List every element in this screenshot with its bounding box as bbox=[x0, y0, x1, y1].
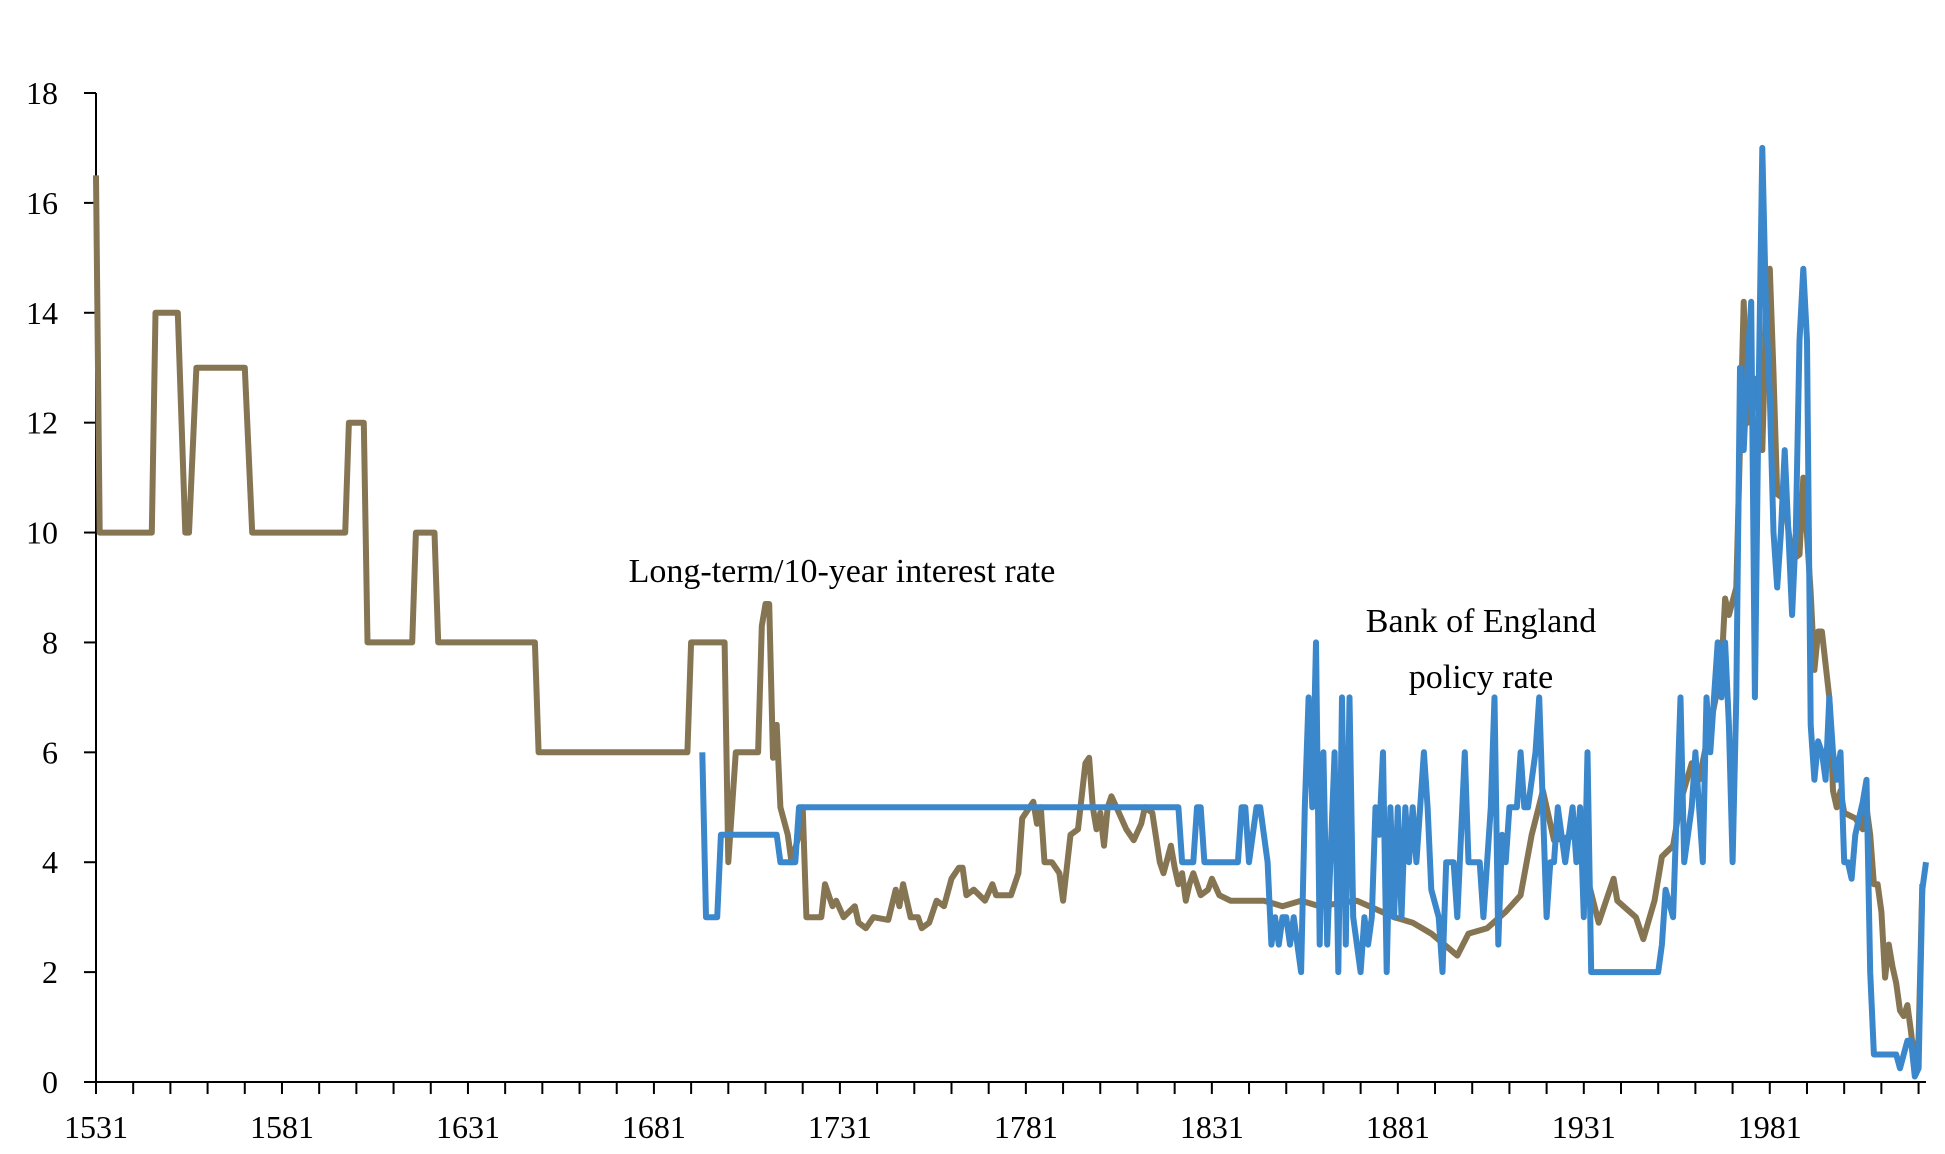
y-tick-label: 0 bbox=[42, 1064, 58, 1100]
series-line-policy bbox=[699, 144, 1929, 1080]
annotation-long-term-rate: Long-term/10-year interest rate bbox=[629, 553, 1056, 590]
series-lines bbox=[93, 144, 1929, 1080]
y-tick-label: 12 bbox=[26, 405, 58, 441]
y-tick-label: 16 bbox=[26, 185, 58, 221]
x-tick-label: 1531 bbox=[64, 1109, 128, 1145]
x-tick-label: 1931 bbox=[1552, 1109, 1616, 1145]
x-tick-label: 1781 bbox=[994, 1109, 1058, 1145]
x-tick-label: 1581 bbox=[250, 1109, 314, 1145]
y-tick-label: 8 bbox=[42, 624, 58, 660]
annotation-policy-rate-line2: policy rate bbox=[1409, 659, 1553, 696]
annotation-policy-rate-line1: Bank of England bbox=[1366, 603, 1596, 640]
series-line-long bbox=[93, 175, 1926, 1069]
y-tick-label: 4 bbox=[42, 844, 58, 880]
x-tick-label: 1681 bbox=[622, 1109, 686, 1145]
x-tick-label: 1631 bbox=[436, 1109, 500, 1145]
x-tick-label: 1831 bbox=[1180, 1109, 1244, 1145]
x-tick-label: 1731 bbox=[808, 1109, 872, 1145]
axes: 0 2 4 6 8 10 12 14 16 18 1531 1581 1631 1681 1731 1781 1… bbox=[26, 75, 1926, 1145]
x-tick-label: 1881 bbox=[1366, 1109, 1430, 1145]
y-tick-label: 14 bbox=[26, 295, 58, 331]
y-tick-label: 10 bbox=[26, 515, 58, 551]
y-tick-label: 2 bbox=[42, 954, 58, 990]
y-tick-label: 6 bbox=[42, 734, 58, 770]
y-tick-label: 18 bbox=[26, 75, 58, 111]
x-tick-label: 1981 bbox=[1738, 1109, 1802, 1145]
